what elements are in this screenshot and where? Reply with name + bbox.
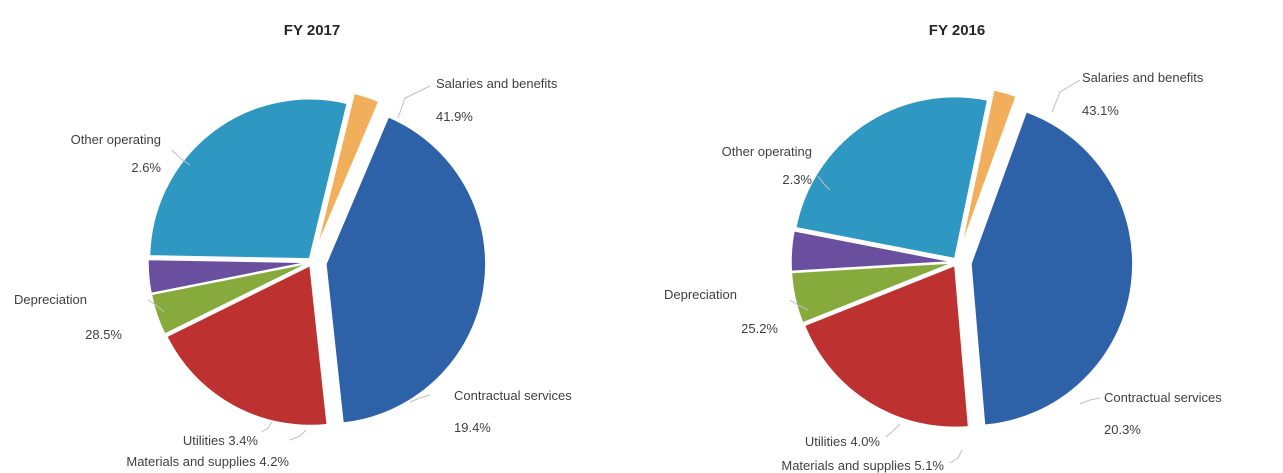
pie-slice-depreciation [148, 98, 349, 260]
slice-label-name: Depreciation [14, 292, 87, 307]
slice-label: Salaries and benefits 43.1% [1082, 70, 1204, 118]
slice-label-value: 28.5% [85, 327, 122, 342]
slice-label-name: Other operating [722, 144, 812, 159]
leader-line [171, 149, 191, 166]
slice-label-name: Depreciation [664, 287, 737, 302]
pie-slices [790, 89, 1134, 429]
slice-label: Salaries and benefits 41.9% [436, 76, 558, 124]
slice-label-name: Materials and supplies 4.2% [126, 454, 289, 469]
pie-slice-contractual-services [803, 264, 970, 429]
pie-slices [147, 92, 487, 427]
pie-slice-other-operating [315, 92, 380, 250]
leader-line [817, 175, 831, 191]
slice-label-value: 2.3% [782, 172, 812, 187]
chart-fy2016: FY 2016 Salaries and benefits 43.1% Cont… [664, 22, 1222, 473]
slice-label-name: Materials and supplies 5.1% [781, 458, 944, 473]
slice-label: Other operating 2.3% [722, 144, 813, 187]
slice-label: Materials and supplies 5.1% [781, 458, 944, 473]
slice-label-name: Utilities 3.4% [183, 433, 259, 448]
leader-line [885, 423, 901, 438]
chart-title: FY 2017 [284, 22, 340, 39]
slice-label-value: 2.6% [131, 160, 161, 175]
slice-label: Depreciation 28.5% [14, 292, 122, 342]
pie-slice-other-operating [960, 89, 1018, 249]
slice-label-name: Salaries and benefits [436, 76, 558, 91]
slice-label: Contractual services 19.4% [454, 388, 572, 435]
slice-label-name: Contractual services [454, 388, 572, 403]
leader-line [397, 85, 431, 119]
pie-slice-salaries-and-benefits [325, 115, 487, 424]
slice-label: Utilities 3.4% [183, 433, 259, 448]
pie-slice-salaries-and-benefits [970, 110, 1134, 427]
slice-label-name: Salaries and benefits [1082, 70, 1204, 85]
pie-slice-contractual-services [165, 264, 329, 427]
slice-label: Depreciation 25.2% [664, 287, 778, 336]
pie-slice-materials-and-supplies [150, 262, 309, 336]
leader-line [289, 429, 307, 441]
slice-label-value: 20.3% [1104, 422, 1141, 437]
slice-label-name: Contractual services [1104, 390, 1222, 405]
slice-label-name: Utilities 4.0% [805, 434, 881, 449]
chart-fy2017: FY 2017 Salaries and benefits 41.9% Cont… [14, 22, 572, 469]
leader-line [789, 299, 809, 311]
slice-label: Utilities 4.0% [805, 434, 881, 449]
leader-lines [789, 79, 1101, 464]
chart-title: FY 2016 [929, 22, 985, 39]
pie-slice-utilities [790, 229, 954, 273]
leader-line [261, 421, 273, 433]
slice-label-value: 41.9% [436, 109, 473, 124]
leader-line [949, 449, 963, 464]
leader-line [147, 299, 165, 313]
pie-slice-utilities [147, 258, 309, 295]
pie-slice-materials-and-supplies [790, 262, 954, 324]
slice-label: Other operating 2.6% [71, 132, 162, 175]
slice-label-value: 43.1% [1082, 103, 1119, 118]
slice-label-name: Other operating [71, 132, 161, 147]
leader-line [1079, 397, 1101, 405]
slice-label-value: 25.2% [741, 321, 778, 336]
pie-slice-depreciation [794, 95, 989, 260]
leader-line [409, 394, 431, 403]
leader-lines [147, 85, 431, 441]
slice-label: Materials and supplies 4.2% [126, 454, 289, 469]
slice-label-value: 19.4% [454, 420, 491, 435]
leader-line [1051, 79, 1081, 113]
slice-label: Contractual services 20.3% [1104, 390, 1222, 437]
